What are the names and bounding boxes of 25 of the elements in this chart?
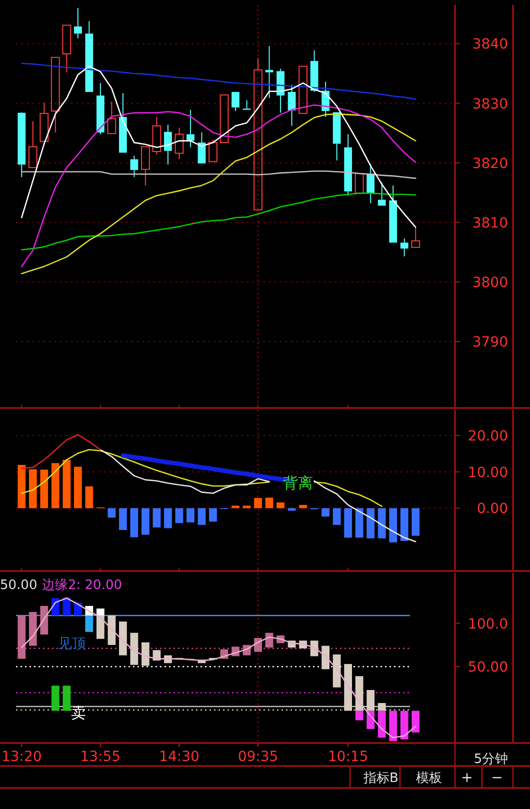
- x-tick-label: 09:35: [238, 749, 278, 765]
- y-tick-label: 10.00: [468, 464, 508, 481]
- note: 50.00: [0, 578, 38, 593]
- y-tick-label: 3790: [472, 334, 508, 350]
- y-tick-label: 3800: [472, 274, 508, 291]
- note: 模板: [416, 771, 442, 786]
- x-tick-label: 10:15: [328, 749, 368, 765]
- y-tick-label: 3830: [472, 96, 508, 112]
- x-tick-label: 13:20: [1, 749, 42, 765]
- note: 卖: [71, 704, 86, 722]
- note: +: [461, 770, 473, 786]
- y-tick-label: 3810: [472, 215, 508, 232]
- y-tick-label: 100.0: [468, 616, 508, 632]
- y-tick-label: 20.00: [468, 428, 508, 444]
- note: −: [491, 770, 503, 786]
- x-tick-label: 14:30: [159, 749, 200, 765]
- note: 见顶: [58, 636, 86, 652]
- x-tick-label: 13:55: [80, 749, 121, 765]
- y-tick-label: 3840: [472, 36, 508, 53]
- note: 指标B: [364, 771, 398, 786]
- y-tick-label: 3820: [472, 156, 508, 172]
- note: 边缘2: 20.00: [42, 578, 122, 593]
- note: 5分钟: [474, 752, 508, 767]
- y-tick-label: 50.00: [468, 660, 508, 676]
- y-tick-label: 0.00: [476, 501, 508, 518]
